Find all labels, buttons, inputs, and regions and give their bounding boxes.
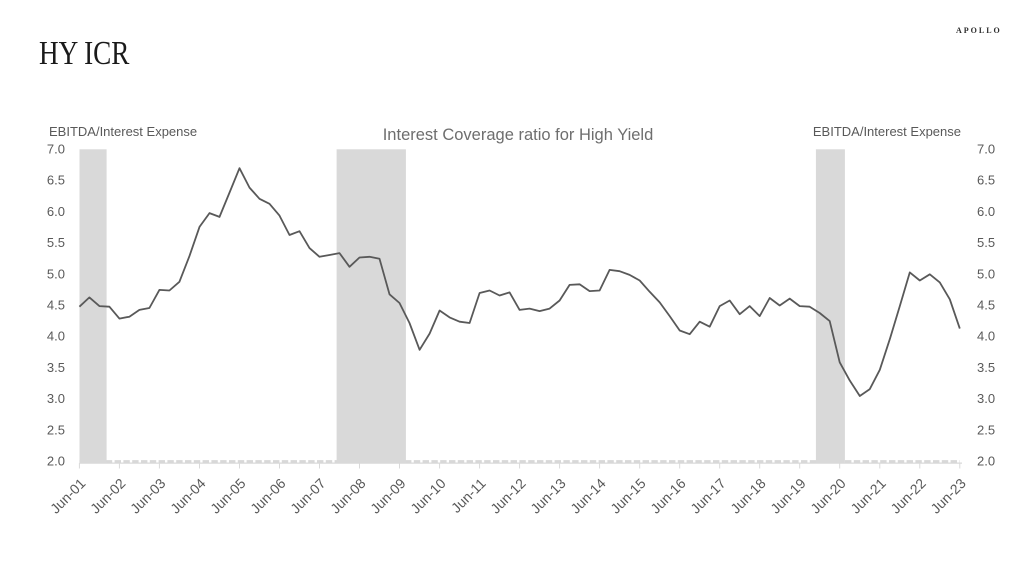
svg-text:Jun-17: Jun-17 bbox=[687, 475, 729, 517]
svg-text:Jun-05: Jun-05 bbox=[207, 475, 249, 517]
svg-text:6.5: 6.5 bbox=[47, 173, 65, 188]
svg-text:5.5: 5.5 bbox=[47, 235, 65, 250]
svg-text:Jun-01: Jun-01 bbox=[47, 475, 89, 517]
svg-text:3.0: 3.0 bbox=[47, 391, 65, 406]
svg-text:Jun-14: Jun-14 bbox=[567, 475, 609, 517]
svg-text:Jun-10: Jun-10 bbox=[407, 475, 449, 517]
svg-text:2.5: 2.5 bbox=[47, 422, 65, 437]
svg-text:3.0: 3.0 bbox=[977, 391, 995, 406]
svg-text:3.5: 3.5 bbox=[47, 360, 65, 375]
svg-text:5.5: 5.5 bbox=[977, 235, 995, 250]
svg-text:2.0: 2.0 bbox=[977, 454, 995, 469]
svg-text:Interest Coverage ratio for Hi: Interest Coverage ratio for High Yield bbox=[383, 126, 654, 144]
svg-text:7.0: 7.0 bbox=[977, 142, 995, 157]
svg-text:4.0: 4.0 bbox=[47, 329, 65, 344]
svg-text:Jun-20: Jun-20 bbox=[807, 475, 849, 517]
svg-text:Jun-04: Jun-04 bbox=[167, 475, 209, 517]
svg-text:Jun-07: Jun-07 bbox=[287, 475, 329, 517]
svg-text:Jun-23: Jun-23 bbox=[927, 475, 969, 517]
svg-text:4.0: 4.0 bbox=[977, 329, 995, 344]
svg-text:6.0: 6.0 bbox=[47, 204, 65, 219]
svg-text:Jun-15: Jun-15 bbox=[607, 475, 649, 517]
svg-text:2.0: 2.0 bbox=[47, 454, 65, 469]
svg-text:EBITDA/Interest Expense: EBITDA/Interest Expense bbox=[49, 124, 197, 139]
svg-text:5.0: 5.0 bbox=[47, 266, 65, 281]
svg-text:7.0: 7.0 bbox=[47, 142, 65, 157]
svg-text:Jun-19: Jun-19 bbox=[767, 475, 809, 517]
svg-text:Jun-13: Jun-13 bbox=[527, 475, 569, 517]
svg-text:4.5: 4.5 bbox=[977, 298, 995, 313]
svg-text:Jun-16: Jun-16 bbox=[647, 475, 689, 517]
svg-text:Jun-03: Jun-03 bbox=[127, 475, 169, 517]
svg-text:Jun-06: Jun-06 bbox=[247, 475, 289, 517]
svg-text:5.0: 5.0 bbox=[977, 266, 995, 281]
svg-text:Jun-09: Jun-09 bbox=[367, 475, 409, 517]
svg-text:Jun-11: Jun-11 bbox=[448, 475, 489, 516]
svg-text:4.5: 4.5 bbox=[47, 298, 65, 313]
svg-text:3.5: 3.5 bbox=[977, 360, 995, 375]
svg-text:2.5: 2.5 bbox=[977, 422, 995, 437]
svg-text:Jun-22: Jun-22 bbox=[887, 475, 929, 517]
svg-text:6.0: 6.0 bbox=[977, 204, 995, 219]
svg-text:Jun-21: Jun-21 bbox=[847, 475, 889, 517]
svg-text:Jun-18: Jun-18 bbox=[727, 475, 769, 517]
svg-text:6.5: 6.5 bbox=[977, 173, 995, 188]
svg-text:EBITDA/Interest Expense: EBITDA/Interest Expense bbox=[813, 124, 961, 139]
svg-text:Jun-12: Jun-12 bbox=[487, 475, 529, 517]
svg-text:Jun-02: Jun-02 bbox=[87, 475, 129, 517]
svg-text:Jun-08: Jun-08 bbox=[327, 475, 369, 517]
